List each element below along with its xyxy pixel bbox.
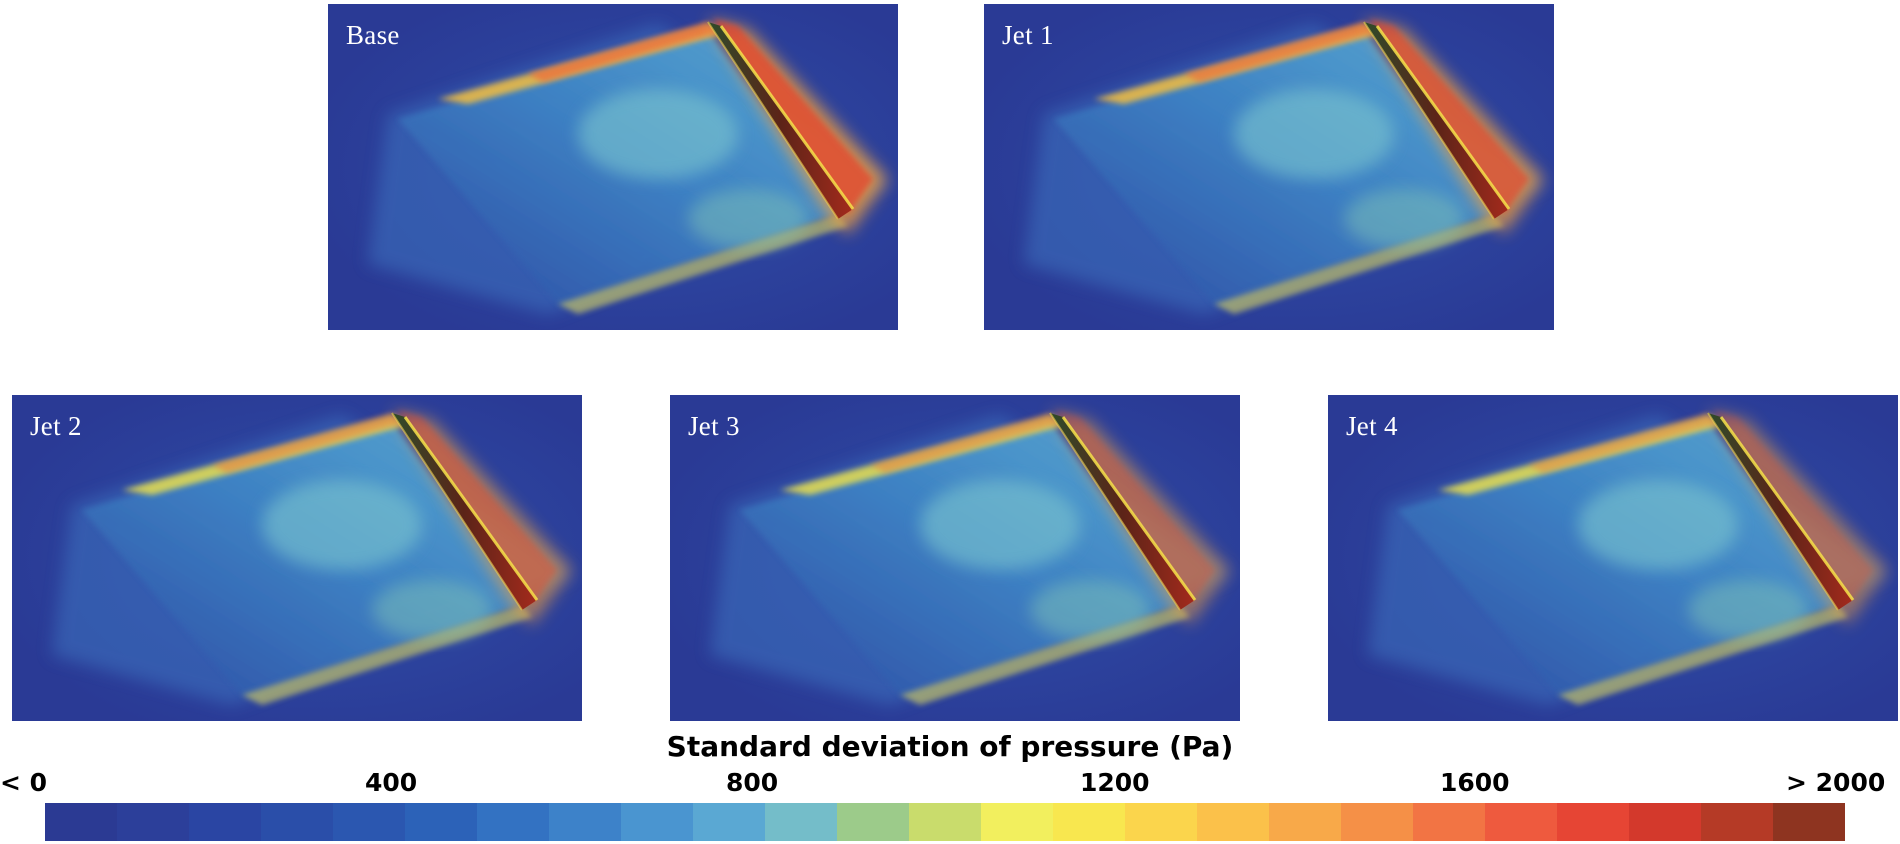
panel-label-jet4: Jet 4 (1346, 411, 1398, 441)
colorbar-swatch (45, 803, 117, 841)
pressure-map-base (328, 4, 898, 330)
colorbar-swatch (261, 803, 333, 841)
colorbar-swatch (1773, 803, 1845, 841)
panel-jet2: Jet 2 (12, 395, 582, 721)
colorbar (45, 803, 1845, 841)
colorbar-swatch (189, 803, 261, 841)
colorbar-swatch (333, 803, 405, 841)
colorbar-swatch (621, 803, 693, 841)
colorbar-swatch (549, 803, 621, 841)
colorbar-swatch (909, 803, 981, 841)
colorbar-swatch (1557, 803, 1629, 841)
colorbar-swatch (837, 803, 909, 841)
colorbar-tick-label: > 2000 (1786, 768, 1886, 797)
colorbar-tick-label: 400 (365, 768, 418, 797)
colorbar-swatch (1413, 803, 1485, 841)
colorbar-swatch (1485, 803, 1557, 841)
colorbar-tick-label: 1200 (1080, 768, 1150, 797)
panel-label-jet2: Jet 2 (30, 411, 82, 441)
colorbar-swatch (981, 803, 1053, 841)
colorbar-swatch (765, 803, 837, 841)
pressure-map-jet4 (1328, 395, 1898, 721)
colorbar-swatch (477, 803, 549, 841)
panel-jet4: Jet 4 (1328, 395, 1898, 721)
colorbar-swatch (1197, 803, 1269, 841)
panel-label-jet3: Jet 3 (688, 411, 740, 441)
colorbar-tick-label: 800 (726, 768, 779, 797)
colorbar-title: Standard deviation of pressure (Pa) (666, 730, 1234, 763)
pressure-map-jet2 (12, 395, 582, 721)
colorbar-tick-label: < 0 (0, 768, 48, 797)
colorbar-swatch (405, 803, 477, 841)
colorbar-swatch (1341, 803, 1413, 841)
panel-base: Base (328, 4, 898, 330)
panel-jet1: Jet 1 (984, 4, 1554, 330)
pressure-map-jet1 (984, 4, 1554, 330)
colorbar-swatch (1629, 803, 1701, 841)
colorbar-swatch (117, 803, 189, 841)
colorbar-swatch (1053, 803, 1125, 841)
panel-jet3: Jet 3 (670, 395, 1240, 721)
pressure-map-jet3 (670, 395, 1240, 721)
colorbar-swatch (1125, 803, 1197, 841)
panel-label-jet1: Jet 1 (1002, 20, 1054, 50)
colorbar-swatch (1269, 803, 1341, 841)
panel-label-base: Base (346, 20, 400, 50)
colorbar-swatch (693, 803, 765, 841)
colorbar-tick-label: 1600 (1440, 768, 1510, 797)
colorbar-swatch (1701, 803, 1773, 841)
